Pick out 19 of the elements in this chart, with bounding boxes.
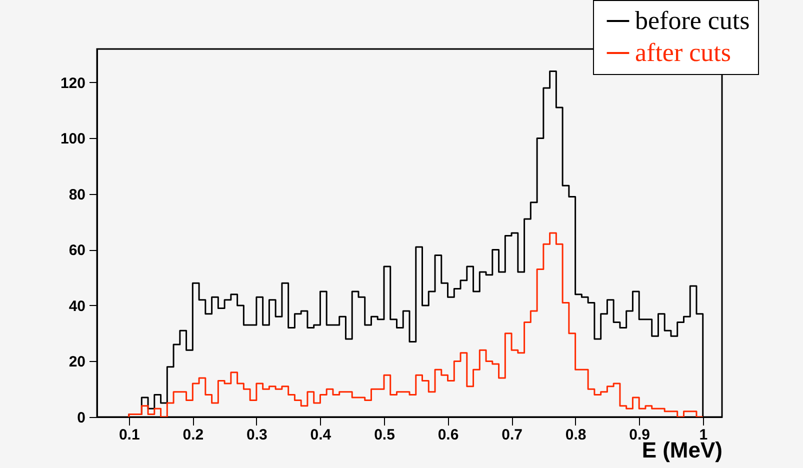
y-tick-label: 0 [77, 410, 86, 426]
x-tick-label: 0.5 [374, 426, 395, 444]
x-tick-label: 0.8 [565, 426, 586, 444]
x-tick-label: 0.2 [182, 426, 204, 444]
y-tick-label: 80 [68, 186, 86, 204]
y-tick-label: 120 [60, 74, 86, 92]
legend-label: after cuts [635, 38, 732, 67]
y-tick-label: 40 [68, 298, 86, 315]
y-tick-label: 100 [60, 130, 86, 148]
x-tick-label: 0.4 [310, 426, 332, 444]
x-tick-label: 0.3 [246, 426, 268, 444]
x-tick-label: 0.1 [118, 426, 140, 444]
legend-label: before cuts [635, 6, 750, 35]
x-tick-label: 0.7 [502, 426, 522, 444]
x-tick-label: 1 [699, 426, 708, 444]
x-tick-label: 0.6 [438, 426, 459, 444]
x-tick-label: 0.9 [629, 426, 650, 444]
y-tick-label: 20 [68, 354, 86, 371]
y-tick-label: 60 [68, 242, 86, 260]
